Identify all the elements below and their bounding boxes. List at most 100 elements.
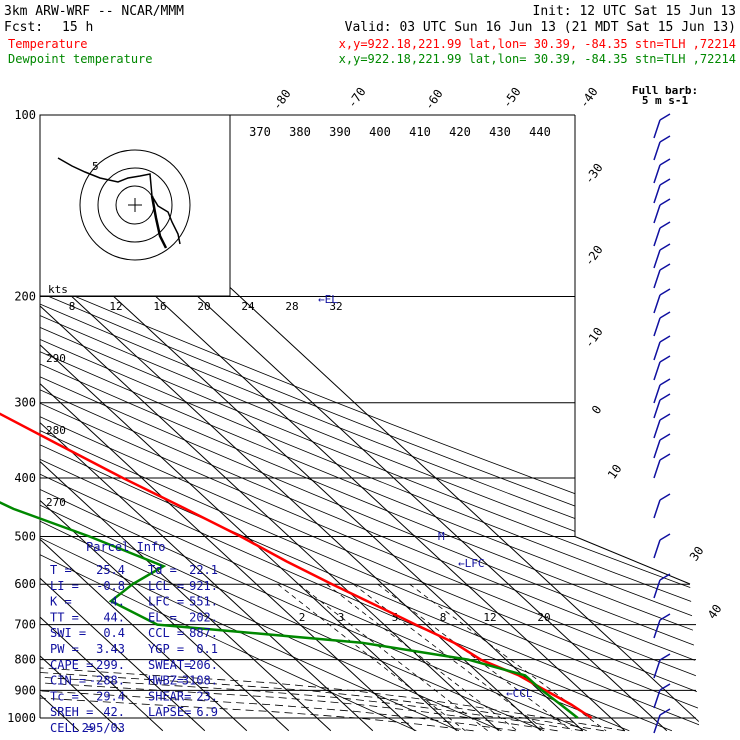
mixing-ratio-line [377,583,573,732]
isotherm-line [40,115,164,732]
pressure-label-300: 300 [14,396,36,410]
isotherm-label: -60 [422,87,446,113]
forecast-label: Fcst: [4,20,43,35]
theta-label: 400 [369,125,391,139]
dry-adiabat-line [40,115,545,732]
isotherm-label: 30 [687,544,707,564]
dewpoint-location-info: x,y=922.18,221.99 lat,lon= 30.39, -84.35… [339,52,736,66]
isotherm-label: 40 [705,602,725,622]
parcel-row-label: SREH = [50,705,93,719]
parcel-row-value: 887. [189,626,218,640]
dry-adiabat-line [40,115,700,732]
parcel-row-value: 25.4 [96,563,125,577]
wind-barb [653,433,671,459]
isotherm-line [40,115,290,732]
parcel-row-value: 44. [103,610,125,624]
theta-label: 430 [489,125,511,139]
pressure-label-100: 100 [14,108,36,122]
isotherm-line [40,115,248,732]
pressure-label-400: 400 [14,471,36,485]
parcel-row-value: -288. [89,674,125,688]
dewpoint-profile [0,501,579,719]
isotherm-label: -20 [582,243,606,269]
parcel-row-label: PW = [50,642,79,656]
level-annotations: M ←LFC ←CCL ←EL [318,293,533,700]
lfc-annotation: ←LFC [458,557,485,570]
barb-legend-title: Full barb: [632,84,698,97]
ccl-annotation: ←CCL [506,687,533,700]
parcel-info-panel: Parcel Info T = 25.4 Td = 22.1 LI = -0.8 LCL =… [50,540,218,735]
chart-header: 3km ARW-WRF -- NCAR/MMM Init: 12 UTC Sat… [4,4,736,66]
parcel-row-label: LCL = [148,579,184,593]
parcel-row-value: 23. [196,689,218,703]
wind-barb [653,653,671,679]
dry-adiabat-line [40,115,700,732]
wind-barb [653,335,671,361]
theta-labels: 370 380 390 400 410 420 430 440 290 280 270 [46,125,551,509]
isotherm-line [40,115,416,732]
temperature-location-info: x,y=922.18,221.99 lat,lon= 30.39, -84.35… [339,37,736,51]
parcel-row-label: SWI = [50,626,86,640]
hodograph-inset: 5 kts [39,114,231,297]
wind-barb [653,263,671,289]
wind-barb [653,393,671,419]
theta-label: 290 [46,352,66,365]
wind-barb [653,708,671,734]
isotherm-label: 10 [605,462,625,482]
wind-barbs [653,113,671,734]
mixing-ratio-line [298,583,489,732]
parcel-row-value: 206. [189,658,218,672]
wind-barb [653,355,671,381]
pressure-label-600: 600 [14,577,36,591]
parcel-row-value: -0.8 [96,579,125,593]
mixing-ratio-label: 20 [537,611,550,624]
dry-adiabat-line [40,115,700,732]
parcel-row-label: T = [50,563,72,577]
dry-adiabat-line [40,115,700,732]
isotherm-label: -70 [345,85,369,111]
parcel-row-value: 295/03 [82,721,125,735]
hodograph-speed-label: 32 [329,300,342,313]
wind-barb [653,243,671,269]
isotherm-label: -50 [500,85,524,111]
parcel-row-label: LFC = [148,595,184,609]
theta-label: 410 [409,125,431,139]
hodograph-trace-low-level [150,195,168,249]
dry-adiabat-line [40,115,630,732]
hodograph-speed-label: 24 [241,300,255,313]
mixing-ratio-label: 8 [440,611,447,624]
model-title: 3km ARW-WRF -- NCAR/MMM [4,4,184,19]
theta-label: 270 [46,496,66,509]
wind-barb [653,198,671,224]
valid-time: Valid: 03 UTC Sun 16 Jun 13 (21 MDT Sat … [345,20,736,35]
parcel-row-value: 29.4 [96,689,125,703]
mixing-ratio-label: 12 [483,611,496,624]
parcel-row-label: EL = [148,610,177,624]
dry-adiabat-line [40,115,700,732]
wind-barb [653,493,671,519]
pressure-label-200: 200 [14,290,36,304]
parcel-row-value: 299. [96,658,125,672]
wind-barb [653,311,671,337]
pressure-axis-labels: 100 200 300 400 500 600 700 800 900 1000 [7,108,36,725]
isotherm-line [40,115,332,732]
parcel-row-value: 3108. [182,674,218,688]
right-axis-slant [574,536,691,585]
isotherm-line [40,115,584,732]
wind-barb [653,135,671,161]
isotherm-label: -40 [577,85,601,111]
parcel-row-label: LAPSE= [148,705,191,719]
isotherm-line [40,115,458,732]
legend-dewpoint: Dewpoint temperature [8,52,153,66]
dry-adiabat-line [40,115,700,732]
parcel-row-value: 6.9 [196,705,218,719]
hodograph-trace [57,157,181,245]
parcel-row-label: CAPE = [50,658,93,672]
wind-barb [653,683,671,709]
lcl-marker: M [438,530,445,543]
el-annotation: ←EL [318,293,338,306]
hodograph-axis-labels: 8 12 16 20 24 28 32 [69,300,343,313]
parcel-row-label: LI = [50,579,79,593]
parcel-row-label: TT = [50,610,79,624]
parcel-row-label: Tc = [50,689,79,703]
